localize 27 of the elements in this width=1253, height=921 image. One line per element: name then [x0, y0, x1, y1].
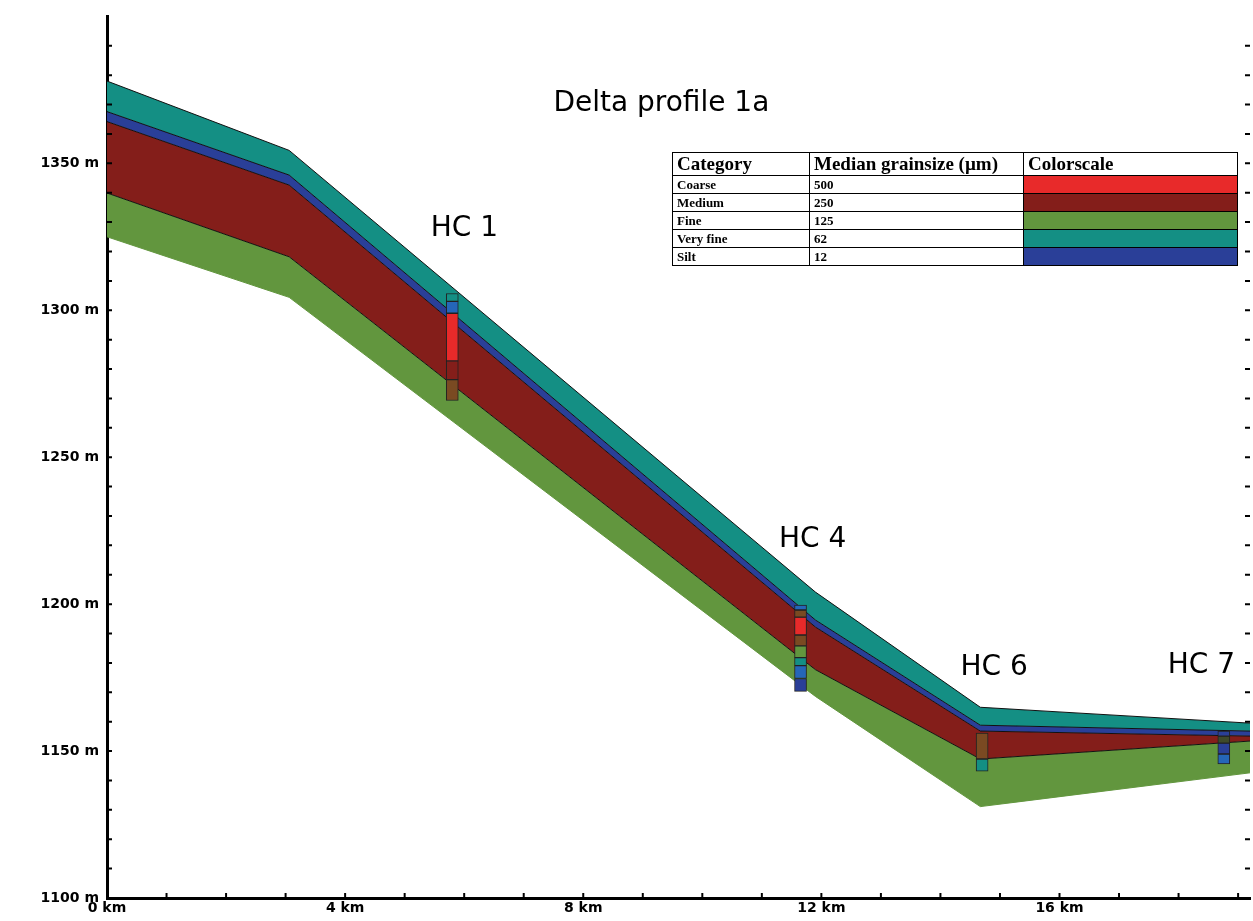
category-label: Very fine — [672, 229, 810, 248]
category-label: Coarse — [672, 175, 810, 194]
y-tick-label: 1250 m — [40, 447, 99, 464]
annotation: Category — [672, 152, 810, 176]
data-label: 250 — [809, 193, 1024, 212]
data-label: 12 — [809, 247, 1024, 266]
data-label: 62 — [809, 229, 1024, 248]
text: Delta profile 1a — [553, 84, 770, 118]
x-tick-label: 4 km — [325, 899, 365, 916]
data-label: 500 — [809, 175, 1024, 194]
x-tick-label: 8 km — [563, 899, 603, 916]
annotation: Median grainsize (µm) — [809, 152, 1024, 176]
y-tick-label: 1300 m — [40, 300, 99, 317]
annotation: HC 6 — [960, 649, 1028, 683]
annotation: HC 7 — [1167, 647, 1235, 681]
category-label: Medium — [672, 193, 810, 212]
y-tick-label: 1150 m — [40, 741, 99, 758]
x-tick-label: 16 km — [1035, 899, 1084, 916]
y-tick-label: 1350 m — [40, 153, 99, 170]
annotation: HC 1 — [430, 209, 498, 243]
category-label: Silt — [672, 247, 810, 266]
y-tick-label: 1200 m — [40, 594, 99, 611]
annotation: HC 4 — [778, 521, 847, 555]
x-tick-label: 12 km — [797, 899, 846, 916]
annotation: Colorscale — [1023, 152, 1238, 176]
category-label: Fine — [672, 211, 810, 230]
data-label: 125 — [809, 211, 1024, 230]
